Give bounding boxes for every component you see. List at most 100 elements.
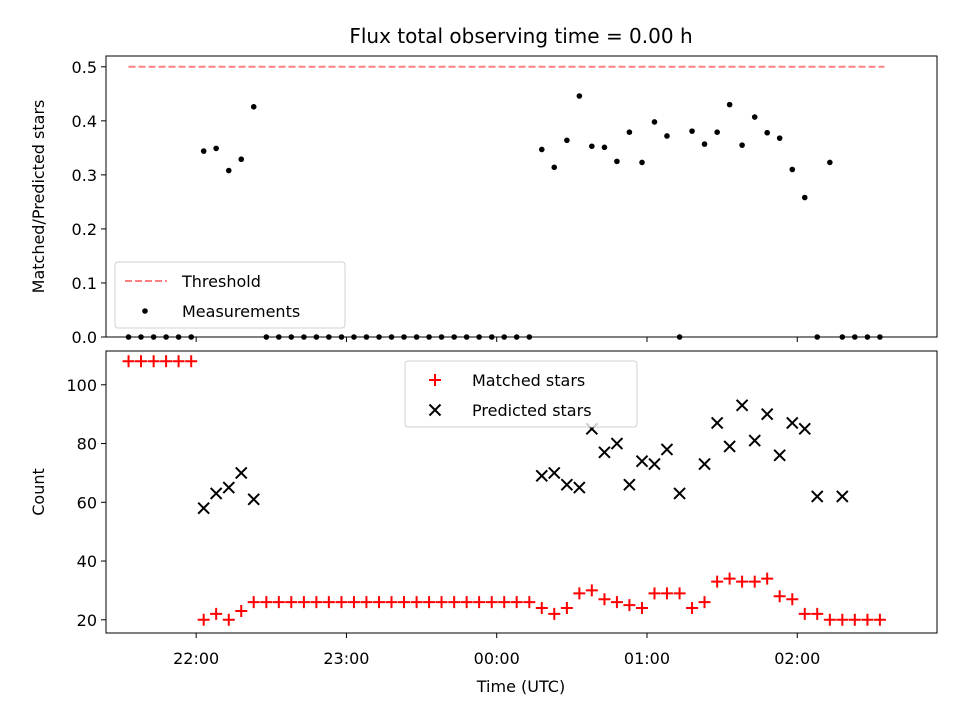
- matched-stars-point: [473, 596, 486, 609]
- matched-stars-point: [648, 587, 661, 600]
- measurements-point: [651, 119, 658, 125]
- matched-stars-point: [523, 596, 536, 609]
- matched-stars-point: [360, 596, 373, 609]
- predicted-stars-point: [635, 454, 649, 468]
- legend-entry-label: Predicted stars: [472, 401, 592, 420]
- matched-stars-point: [548, 607, 561, 620]
- measurements-point: [163, 334, 169, 340]
- matched-stars-point: [160, 355, 173, 368]
- predicted-stars-point: [209, 487, 223, 500]
- predicted-stars-point: [673, 487, 686, 500]
- measurements-point: [789, 166, 796, 173]
- predicted-stars-point: [535, 469, 548, 483]
- legend-entry-label: Matched stars: [472, 371, 585, 390]
- matched-stars-point: [798, 607, 811, 620]
- measurements-point: [801, 194, 808, 201]
- matched-stars-point: [510, 596, 523, 609]
- predicted-stars-point: [748, 434, 761, 447]
- measurements-point: [501, 334, 508, 340]
- predicted-stars-point: [235, 466, 248, 480]
- measurements-point: [138, 334, 144, 340]
- matched-stars-point: [397, 596, 410, 609]
- matched-stars-point: [147, 355, 160, 368]
- matched-stars-point: [172, 355, 185, 368]
- matched-stars-point: [122, 355, 135, 368]
- measurements-point: [175, 334, 182, 340]
- matched-stars-point: [836, 613, 849, 626]
- matched-stars-point: [322, 596, 335, 609]
- legend-swatch: [429, 374, 441, 386]
- legend-entry-label: Threshold: [181, 272, 261, 291]
- measurements-point: [538, 146, 545, 153]
- matched-stars-point: [373, 596, 386, 609]
- matched-stars-point: [272, 596, 285, 609]
- matched-stars-point: [660, 587, 673, 600]
- matched-stars-point: [185, 355, 198, 368]
- measurements-point: [814, 334, 821, 340]
- plot-area: [125, 65, 885, 340]
- measurements-point: [301, 334, 307, 340]
- predicted-stars-point: [222, 481, 235, 494]
- matched-stars-point: [711, 575, 724, 588]
- measurements-point: [200, 148, 207, 154]
- legend: Matched stars Predicted stars: [404, 360, 638, 428]
- measurements-point: [726, 101, 733, 108]
- measurements-point: [689, 128, 695, 134]
- measurements-point: [263, 334, 270, 340]
- matched-stars-point: [260, 596, 273, 609]
- y-tick-label: 40: [77, 552, 97, 571]
- measurements-point: [589, 143, 595, 150]
- y-tick-label: 0.4: [72, 112, 97, 131]
- measurements-point: [326, 334, 332, 340]
- matched-stars-point: [786, 593, 799, 606]
- predicted-stars-point: [560, 478, 574, 491]
- measurements-point: [376, 334, 382, 340]
- y-axis-label: Count: [29, 468, 48, 516]
- predicted-stars-point: [798, 422, 811, 436]
- y-tick-label: 100: [66, 376, 97, 395]
- predicted-stars-point: [623, 478, 636, 491]
- matched-stars-point: [598, 593, 611, 606]
- measurements-point: [676, 334, 683, 340]
- measurements-point: [551, 164, 558, 171]
- measurements-point: [276, 334, 282, 340]
- matched-stars-point: [811, 607, 824, 620]
- x-tick-label: 23:00: [323, 649, 369, 668]
- matched-stars-point: [210, 607, 223, 620]
- measurements-point: [526, 334, 533, 340]
- y-tick-label: 0.5: [72, 58, 97, 77]
- measurements-point: [351, 334, 357, 340]
- matched-stars-point: [636, 602, 649, 615]
- measurements-point: [739, 142, 745, 148]
- predicted-stars-point: [773, 449, 786, 462]
- matched-stars-point: [748, 575, 761, 588]
- matched-stars-point: [686, 602, 699, 615]
- measurements-point: [764, 129, 770, 136]
- measurements-point: [150, 334, 157, 340]
- predicted-stars-point: [723, 440, 736, 453]
- measurements-point: [564, 137, 570, 144]
- y-tick-label: 0.0: [72, 328, 97, 347]
- measurements-point: [313, 334, 320, 340]
- measurements-point: [664, 133, 670, 139]
- predicted-stars-point: [197, 501, 210, 515]
- measurements-point: [839, 334, 846, 340]
- measurements-point: [363, 334, 370, 340]
- predicted-stars-point: [660, 443, 674, 456]
- matched-stars-point: [585, 584, 598, 597]
- measurements-point: [288, 334, 295, 340]
- measurements-point: [463, 334, 470, 340]
- matched-stars-point: [297, 596, 310, 609]
- legend-box: [114, 261, 346, 329]
- plot-area: [122, 355, 886, 626]
- legend-swatch: [142, 308, 148, 314]
- measurements-point: [213, 145, 219, 152]
- matched-stars-point: [385, 596, 398, 609]
- legend-box: [404, 360, 638, 428]
- top-panel: 0.0 0.1 0.2 0.3 0.4 0.5 Matched/Predicted star…: [29, 55, 938, 347]
- x-tick-label: 02:00: [774, 649, 820, 668]
- measurements-point: [476, 334, 482, 340]
- matched-stars-point: [335, 596, 348, 609]
- measurements-point: [401, 334, 407, 340]
- x-tick-label: 01:00: [624, 649, 670, 668]
